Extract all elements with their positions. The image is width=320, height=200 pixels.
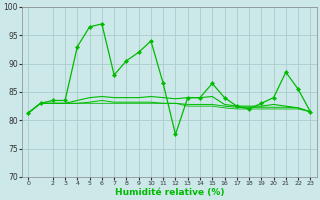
X-axis label: Humidité relative (%): Humidité relative (%)	[115, 188, 224, 197]
